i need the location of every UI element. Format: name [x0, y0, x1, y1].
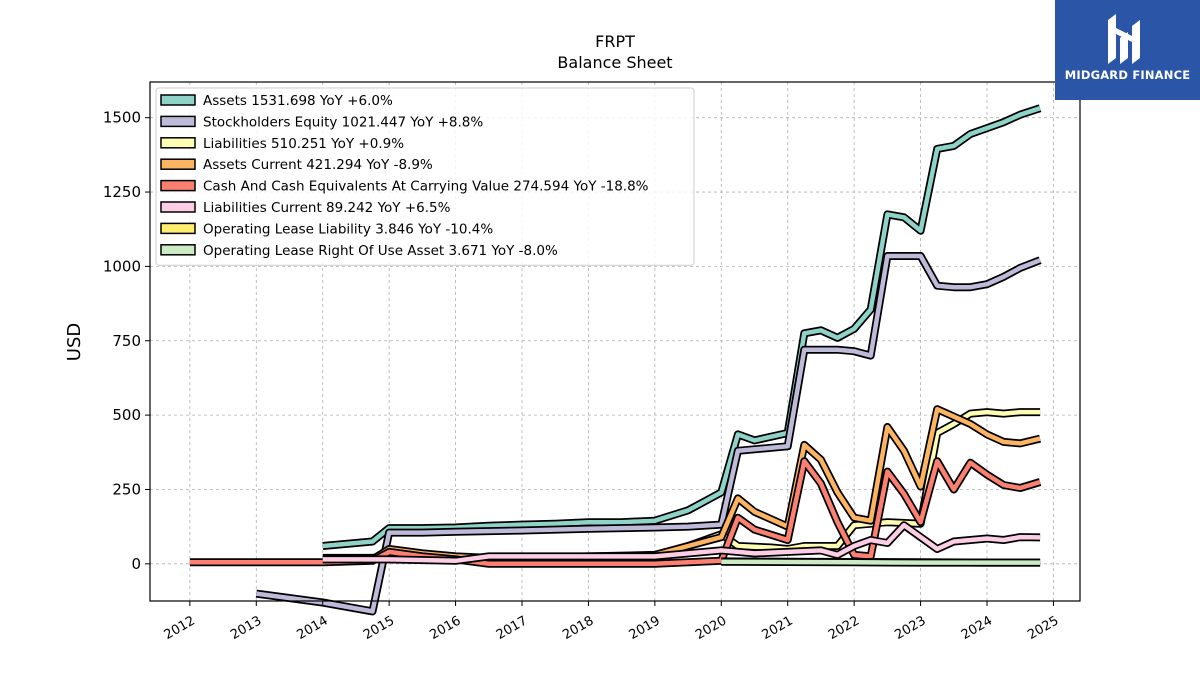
x-tick-label: 2021	[760, 613, 796, 643]
x-tick-label: 2020	[693, 613, 729, 643]
legend-label: Liabilities Current 89.242 YoY +6.5%	[203, 200, 451, 216]
legend-swatch	[160, 222, 196, 235]
legend-swatch	[160, 244, 196, 256]
y-tick-label: 1500	[103, 109, 141, 127]
y-tick-label: 500	[112, 406, 141, 424]
series-line	[721, 559, 1041, 565]
plot-frame	[149, 81, 1081, 602]
legend-label: Assets 1531.698 YoY +6.0%	[203, 93, 393, 109]
legend-swatch	[160, 94, 196, 106]
series-1	[255, 252, 1042, 616]
series-0	[322, 104, 1042, 550]
chart-subtitle: Balance Sheet	[557, 53, 672, 72]
series-line	[322, 522, 1041, 564]
legend-label: Assets Current 421.294 YoY -8.9%	[203, 157, 433, 173]
legend-label: Stockholders Equity 1021.447 YoY +8.8%	[203, 114, 483, 130]
series-lines	[189, 104, 1042, 616]
y-axis-ticks: 0 250 500 750 1000 1250 1500	[103, 109, 150, 573]
y-tick-label: 250	[112, 480, 141, 498]
series-line	[256, 253, 1041, 614]
x-tick-label: 2023	[892, 613, 928, 643]
series-7	[721, 557, 1041, 567]
x-tick-label: 2013	[228, 613, 264, 643]
x-tick-label: 2019	[627, 613, 663, 643]
x-tick-label: 2017	[494, 613, 530, 643]
legend-swatch	[160, 201, 196, 213]
legend-label: Liabilities 510.251 YoY +0.9%	[203, 136, 404, 152]
legend-swatch	[160, 115, 196, 128]
x-tick-label: 2014	[295, 613, 331, 643]
legend-label: Operating Lease Liability 3.846 YoY -10.…	[203, 221, 493, 237]
x-tick-label: 2025	[1025, 613, 1061, 643]
x-tick-label: 2012	[162, 613, 198, 643]
legend-swatch	[160, 179, 196, 192]
legend: Assets 1531.698 YoY +6.0% Stockholders Eq…	[155, 87, 695, 266]
brand-name: MIDGARD FINANCE	[1064, 68, 1191, 82]
x-tick-label: 2024	[959, 613, 995, 643]
brand-mark-icon	[1108, 14, 1140, 64]
legend-label: Cash And Cash Equivalents At Carrying Va…	[203, 179, 649, 195]
x-tick-label: 2015	[361, 613, 397, 643]
y-tick-label: 0	[131, 555, 141, 573]
y-tick-label: 750	[112, 332, 141, 350]
series-5	[322, 521, 1041, 565]
series-line	[322, 106, 1041, 549]
legend-label: Operating Lease Right Of Use Asset 3.671…	[203, 243, 558, 259]
y-axis-label: USD	[64, 323, 85, 361]
legend-swatch	[160, 137, 196, 149]
y-tick-label: 1000	[103, 257, 141, 275]
x-tick-label: 2016	[427, 613, 463, 643]
x-tick-label: 2022	[826, 613, 862, 643]
chart-title: FRPT	[595, 32, 635, 51]
y-tick-label: 1250	[103, 183, 141, 201]
x-axis-ticks: 2012 2013 2014 2015 2016 2017 2018 2019 2020 2021…	[162, 601, 1061, 643]
legend-frame	[155, 87, 695, 266]
x-tick-label: 2018	[560, 613, 596, 643]
brand-logo: MIDGARD FINANCE	[1055, 0, 1200, 100]
legend-swatch	[160, 158, 196, 170]
